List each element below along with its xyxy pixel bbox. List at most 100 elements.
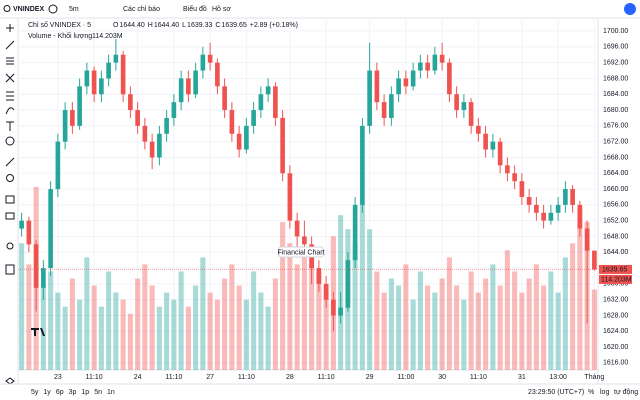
volume-bar (446, 257, 452, 370)
volume-bar (381, 292, 387, 370)
candle-body (374, 70, 380, 103)
candle-body (178, 78, 184, 103)
candle-body (135, 110, 140, 126)
zoom-tool[interactable] (6, 174, 14, 182)
clock: 23:29:50 (UTC+7) (528, 389, 584, 396)
log-toggle[interactable]: log (600, 389, 609, 396)
candle-body (316, 268, 322, 284)
legend-value: 1639.33 (187, 22, 212, 29)
candle-body (55, 141, 61, 190)
volume-bar (548, 271, 554, 370)
x-tick-label: 11:10 (470, 374, 487, 381)
volume-bar (490, 264, 496, 370)
candle-body (91, 70, 97, 95)
range-button[interactable]: 1n (107, 389, 115, 396)
candle-body (338, 307, 343, 316)
volume-bar (106, 271, 112, 370)
range-button[interactable]: 3p (69, 389, 77, 396)
text-tool[interactable] (6, 121, 14, 131)
range-button[interactable]: 1p (81, 389, 89, 396)
brush-tool[interactable] (5, 107, 15, 115)
volume-bar (316, 271, 322, 370)
volume-bar (236, 285, 242, 370)
delete-tool[interactable] (5, 264, 15, 275)
account-avatar[interactable] (624, 3, 636, 15)
magnet-tool[interactable] (5, 195, 15, 204)
auto-toggle[interactable]: tự động (614, 389, 638, 396)
candle-body (33, 244, 39, 288)
legend-value: 1644.40 (119, 22, 144, 29)
volume-tag (599, 274, 632, 284)
search-icon[interactable] (3, 5, 11, 12)
layers-button[interactable] (5, 377, 15, 385)
volume-bar (251, 271, 257, 370)
candle-body (367, 70, 372, 126)
fib-tool[interactable] (6, 57, 14, 65)
range-button[interactable]: 5y (31, 389, 39, 396)
candle-body (251, 110, 256, 126)
trendline-tool[interactable] (5, 40, 15, 50)
range-button[interactable]: 5n (94, 389, 102, 396)
ohlc-legend: O 1644.40 H 1644.40 L 1639.33 C 1639.65 +2.89 (+… (113, 22, 298, 29)
candle-body (360, 125, 365, 205)
pattern-tool[interactable] (5, 73, 15, 83)
lock-tool[interactable] (5, 212, 15, 220)
emoji-tool[interactable] (5, 136, 15, 146)
candle-body (41, 268, 46, 288)
volume-bar (454, 285, 460, 370)
candle-body (171, 102, 177, 118)
y-tick-label: 1680.00 (603, 107, 628, 114)
candle-body (265, 86, 271, 95)
y-tick-label: 1652.00 (603, 218, 628, 225)
percent-toggle[interactable]: % (588, 389, 594, 396)
profile-button[interactable]: Hồ sơ (212, 4, 231, 13)
y-tick-label: 1656.00 (603, 202, 628, 209)
candle-body (418, 62, 423, 71)
candle-body (77, 86, 82, 126)
volume-bar (367, 229, 373, 370)
candle-body (555, 204, 561, 213)
last-price-label: 1639.65 (602, 266, 627, 273)
crosshair-tool[interactable] (6, 24, 14, 32)
indicators-button[interactable]: Các chỉ báo (123, 5, 160, 13)
forecast-tool[interactable] (6, 91, 14, 101)
volume-bar (483, 278, 489, 370)
x-tick-label: 13:00 (549, 374, 567, 381)
volume-bar (294, 264, 300, 370)
measure-tool[interactable] (5, 157, 15, 167)
y-tick-label: 1628.00 (603, 312, 628, 319)
volume-bar (113, 292, 119, 370)
volume-bar (519, 292, 525, 370)
candle-body (396, 78, 401, 95)
x-tick-label: 31 (518, 374, 526, 381)
chart-type-button[interactable]: Biểu đồ (183, 4, 207, 13)
volume-bar (55, 292, 61, 370)
volume-bar (48, 271, 54, 370)
volume-bar (555, 292, 561, 370)
candle-body (164, 117, 169, 134)
volume-bar (272, 278, 278, 370)
interval-button[interactable]: 5m (69, 6, 79, 13)
range-button[interactable]: 1y (43, 389, 51, 396)
volume-bar (77, 299, 83, 370)
x-tick-label: 27 (206, 374, 214, 381)
range-button[interactable]: 6p (56, 389, 64, 396)
candle-body (403, 78, 409, 87)
volume-bar (526, 278, 532, 370)
x-tick-label: Tháng (584, 374, 604, 381)
y-tick-label: 1700.00 (603, 28, 628, 35)
y-tick-label: 1620.00 (603, 344, 628, 351)
add-symbol[interactable] (48, 4, 58, 14)
eye-tool[interactable] (6, 242, 14, 250)
y-tick-label: 1664.00 (603, 170, 628, 177)
volume-bar (591, 289, 597, 370)
volume-bar (570, 243, 576, 370)
candle-body (483, 133, 488, 150)
y-tick-label: 1668.00 (603, 154, 628, 161)
candle-body (331, 299, 336, 316)
legend-value: 1639.65 (221, 22, 246, 29)
symbol-button[interactable]: VNINDEX (13, 6, 44, 13)
y-tick-label: 1624.00 (603, 328, 628, 335)
volume-bar (185, 306, 191, 370)
